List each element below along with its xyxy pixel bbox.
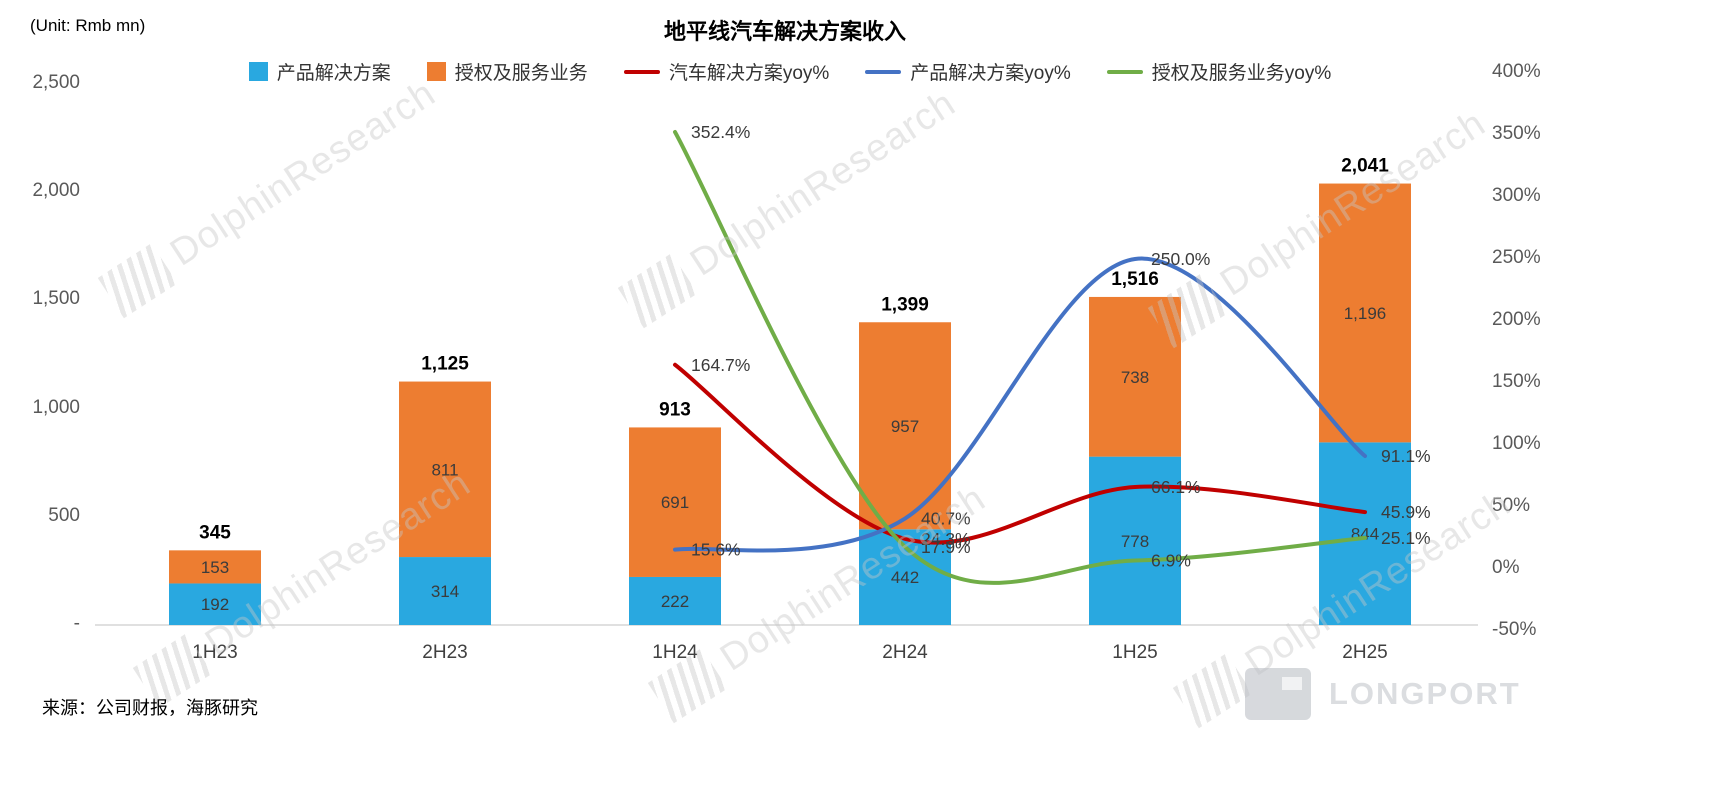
right-axis-tick: 250%	[1492, 247, 1541, 268]
yoy-point-label: 91.1%	[1381, 446, 1431, 466]
bar-total-2H23: 1,125	[421, 354, 469, 375]
yoy-point-label: 40.7%	[921, 509, 971, 529]
yoy-point-label: 352.4%	[691, 122, 750, 142]
bar-label-license-2H24: 957	[891, 417, 919, 436]
longport-logo-icon	[1245, 668, 1311, 720]
left-axis-tick: 1,500	[32, 288, 80, 310]
chart-legend: 产品解决方案 授权及服务业务 汽车解决方案yoy% 产品解决方案yoy% 授权及服务业务…	[60, 58, 1520, 85]
bar-product-1H23	[169, 583, 261, 625]
legend-bar-swatch	[248, 62, 268, 81]
legend-line-swatch	[623, 69, 660, 74]
yoy-point-label: 15.6%	[691, 540, 741, 560]
bar-label-license-1H24: 691	[661, 493, 689, 512]
left-axis-tick: 2,000	[32, 180, 80, 202]
bar-license-1H23	[169, 550, 261, 584]
bar-total-1H24: 913	[659, 399, 691, 420]
right-axis-tick: 400%	[1492, 61, 1541, 82]
right-axis-tick: 100%	[1492, 433, 1541, 454]
right-axis-tick: 200%	[1492, 309, 1541, 330]
legend-item-4: 授权及服务业务yoy%	[1106, 58, 1332, 85]
yoy-point-label: 25.1%	[1381, 528, 1431, 548]
bar-license-2H25	[1319, 183, 1411, 443]
bar-label-product-2H23: 314	[431, 582, 459, 601]
yoy-point-label: 66.1%	[1151, 477, 1201, 497]
left-axis-tick: -	[73, 613, 80, 634]
yoy-line-0	[673, 362, 1367, 545]
legend-bar-swatch	[426, 62, 446, 81]
bar-product-1H24	[629, 576, 721, 625]
right-axis-tick: 350%	[1492, 123, 1541, 144]
legend-item-2: 汽车解决方案yoy%	[623, 58, 830, 85]
x-axis-label-2H24: 2H24	[882, 642, 928, 663]
yoy-point-label: 17.9%	[921, 537, 971, 557]
left-axis-tick: 500	[48, 504, 80, 526]
yoy-line-1	[673, 256, 1367, 553]
legend-label: 授权及服务业务	[454, 63, 588, 84]
unit-label: (Unit: Rmb mn)	[30, 16, 146, 35]
bar-label-product-1H25: 778	[1121, 532, 1149, 551]
legend-label: 授权及服务业务yoy%	[1151, 63, 1332, 84]
yoy-point-label: 250.0%	[1151, 249, 1210, 269]
x-axis-label-2H25: 2H25	[1342, 642, 1388, 663]
bar-label-product-1H24: 222	[661, 592, 689, 611]
bar-label-license-1H23: 153	[201, 558, 229, 577]
chart-title: 地平线汽车解决方案收入	[663, 19, 906, 44]
bar-license-2H24	[859, 322, 951, 530]
legend-label: 产品解决方案	[276, 63, 391, 84]
bar-label-product-1H23: 192	[201, 595, 229, 614]
x-axis-label-1H23: 1H23	[192, 642, 238, 663]
right-axis-tick: 150%	[1492, 371, 1541, 392]
bar-product-2H25	[1319, 442, 1411, 625]
longport-logo: LONGPORT	[1245, 668, 1521, 720]
left-axis-tick: 2,500	[32, 72, 80, 93]
left-axis-tick: 1,000	[32, 396, 80, 418]
bar-license-1H24	[629, 427, 721, 577]
bar-label-product-2H24: 442	[891, 568, 919, 587]
bar-label-license-2H25: 1,196	[1344, 304, 1387, 323]
legend-item-1: 授权及服务业务	[426, 58, 588, 85]
x-axis-label-1H25: 1H25	[1112, 642, 1158, 663]
yoy-point-label: 6.9%	[1151, 550, 1191, 570]
yoy-point-label: 24.3%	[921, 529, 971, 549]
bar-product-2H23	[399, 557, 491, 625]
legend-item-3: 产品解决方案yoy%	[865, 58, 1071, 85]
legend-line-swatch	[1106, 69, 1143, 74]
legend-label: 汽车解决方案yoy%	[668, 63, 830, 84]
right-axis-tick: 50%	[1492, 495, 1531, 516]
x-axis-label-2H23: 2H23	[422, 642, 468, 663]
bar-label-license-2H23: 811	[431, 460, 458, 479]
legend-item-0: 产品解决方案	[248, 58, 391, 85]
legend-line-swatch	[865, 69, 902, 74]
yoy-point-label: 45.9%	[1381, 502, 1431, 522]
right-axis-tick: 0%	[1492, 557, 1520, 578]
bar-total-1H25: 1,516	[1111, 269, 1159, 290]
yoy-point-label: 164.7%	[691, 355, 750, 375]
bar-label-license-1H25: 738	[1121, 368, 1149, 387]
bar-total-2H24: 1,399	[881, 294, 929, 315]
bar-license-1H25	[1089, 296, 1181, 457]
longport-logo-text: LONGPORT	[1329, 676, 1521, 711]
bar-total-2H25: 2,041	[1341, 156, 1389, 177]
source-note: 来源：公司财报，海豚研究	[42, 698, 258, 718]
x-axis-label-1H24: 1H24	[652, 642, 698, 663]
bar-total-1H23: 345	[199, 522, 231, 543]
right-axis-tick: -50%	[1492, 619, 1537, 640]
yoy-line-2	[673, 130, 1367, 585]
right-axis-tick: 300%	[1492, 185, 1541, 206]
bar-license-2H23	[399, 381, 491, 558]
legend-label: 产品解决方案yoy%	[910, 63, 1071, 84]
